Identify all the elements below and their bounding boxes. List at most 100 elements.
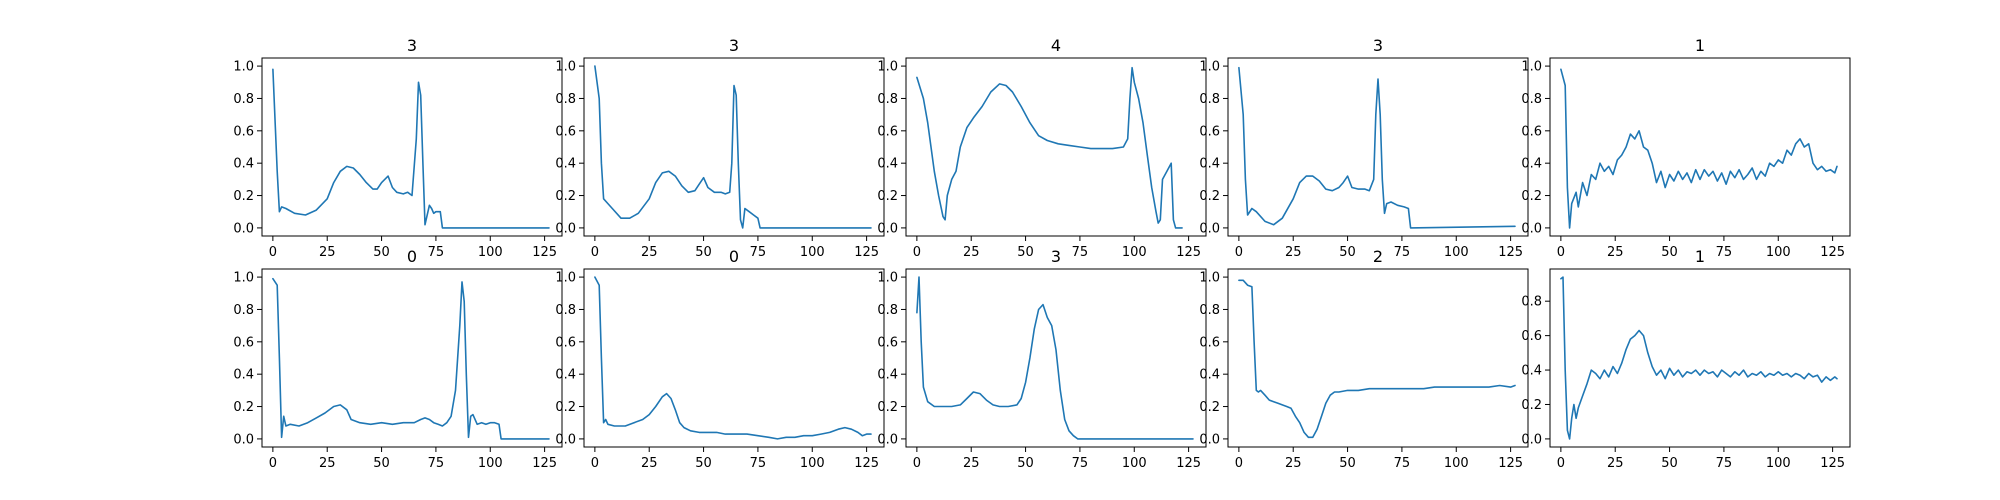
x-tick-label: 75	[428, 456, 445, 471]
y-tick-label: 1.0	[555, 271, 576, 286]
y-tick-label: 0.8	[1199, 92, 1220, 107]
series-line	[594, 276, 872, 440]
y-tick-label: 0.6	[1199, 124, 1220, 139]
x-tick-label: 100	[800, 245, 825, 260]
x-tick-label: 75	[1716, 245, 1733, 260]
x-tick-label: 50	[373, 456, 390, 471]
y-tick-label: 0.2	[555, 400, 576, 415]
chart-title: 4	[1051, 36, 1061, 55]
y-tick-label: 0.6	[1521, 124, 1542, 139]
y-tick-label: 0.6	[877, 124, 898, 139]
y-tick-label: 0.4	[233, 368, 254, 383]
y-tick-label: 1.0	[1199, 271, 1220, 286]
x-tick-label: 50	[1339, 456, 1356, 471]
y-tick-label: 0.4	[1199, 157, 1220, 172]
series-line	[272, 277, 550, 440]
x-tick-label: 125	[854, 456, 879, 471]
chart-panel: 0 25 50 75 100 125 0.0 0.2 0.4 0.6 0.8 1.0 3	[1199, 36, 1529, 260]
y-tick-label: 0.8	[555, 92, 576, 107]
chart-title: 3	[729, 36, 739, 55]
series-line	[1238, 279, 1516, 439]
x-tick-label: 0	[1557, 456, 1565, 471]
y-tick-label: 0.2	[1521, 398, 1542, 413]
x-tick-label: 0	[591, 245, 599, 260]
y-tick-label: 0.2	[1199, 400, 1220, 415]
x-tick-label: 75	[1072, 245, 1089, 260]
y-tick-label: 0.2	[877, 189, 898, 204]
y-tick-label: 0.6	[877, 335, 898, 350]
x-tick-label: 25	[641, 245, 658, 260]
chart-title: 3	[407, 36, 417, 55]
x-tick-label: 0	[913, 456, 921, 471]
y-tick-label: 0.4	[1521, 157, 1542, 172]
y-tick-label: 0.6	[555, 124, 576, 139]
chart-panel: 0 25 50 75 100 125 0.0 0.2 0.4 0.6 0.8 1.0 0	[233, 247, 563, 471]
series-line	[916, 276, 1194, 440]
chart-panel: 0 25 50 75 100 125 0.0 0.2 0.4 0.6 0.8 1.0 2	[1199, 247, 1529, 471]
chart-panel: 0 25 50 75 100 125 0.0 0.2 0.4 0.6 0.8 1	[1521, 247, 1851, 471]
chart-title: 1	[1695, 36, 1705, 55]
series-line	[1238, 66, 1516, 229]
x-tick-label: 25	[1285, 456, 1302, 471]
y-tick-label: 0.2	[555, 189, 576, 204]
x-tick-label: 100	[1122, 245, 1147, 260]
x-tick-label: 0	[1235, 245, 1243, 260]
x-tick-label: 125	[532, 456, 557, 471]
y-tick-label: 1.0	[1199, 60, 1220, 75]
y-tick-label: 0.6	[233, 124, 254, 139]
plot-frame	[1549, 268, 1851, 448]
y-tick-label: 0.8	[877, 92, 898, 107]
x-tick-label: 25	[1607, 245, 1624, 260]
x-tick-label: 75	[1394, 245, 1411, 260]
x-tick-label: 25	[641, 456, 658, 471]
y-tick-label: 0.6	[233, 335, 254, 350]
x-tick-label: 75	[1072, 456, 1089, 471]
x-tick-label: 100	[1122, 456, 1147, 471]
y-tick-label: 0.8	[877, 303, 898, 318]
y-tick-label: 0.0	[1199, 432, 1220, 447]
y-tick-label: 0.4	[233, 157, 254, 172]
y-tick-label: 0.8	[233, 303, 254, 318]
x-tick-label: 25	[1285, 245, 1302, 260]
series-line	[916, 66, 1183, 229]
y-tick-label: 0.0	[233, 221, 254, 236]
x-tick-label: 100	[1444, 245, 1469, 260]
y-tick-label: 0.0	[1199, 221, 1220, 236]
x-tick-label: 75	[1394, 456, 1411, 471]
x-tick-label: 75	[750, 456, 767, 471]
x-tick-label: 75	[750, 245, 767, 260]
x-tick-label: 0	[591, 456, 599, 471]
y-tick-label: 0.4	[877, 368, 898, 383]
y-tick-label: 0.2	[1521, 189, 1542, 204]
y-tick-label: 0.2	[877, 400, 898, 415]
x-tick-label: 50	[695, 245, 712, 260]
y-tick-label: 1.0	[233, 60, 254, 75]
chart-panel: 0 25 50 75 100 125 0.0 0.2 0.4 0.6 0.8 1.0 1	[1521, 36, 1851, 260]
y-tick-label: 0.0	[877, 432, 898, 447]
y-tick-label: 1.0	[877, 271, 898, 286]
y-tick-label: 0.8	[1521, 295, 1542, 310]
x-tick-label: 50	[1017, 245, 1034, 260]
y-tick-label: 0.6	[1199, 335, 1220, 350]
y-tick-label: 0.8	[1521, 92, 1542, 107]
plot-frame	[1549, 57, 1851, 237]
y-tick-label: 0.8	[1199, 303, 1220, 318]
x-tick-label: 125	[1820, 456, 1845, 471]
x-tick-label: 50	[373, 245, 390, 260]
plot-frame	[905, 268, 1207, 448]
chart-title: 1	[1695, 247, 1705, 266]
x-tick-label: 50	[1339, 245, 1356, 260]
plot-frame	[261, 57, 563, 237]
x-tick-label: 100	[478, 245, 503, 260]
x-tick-label: 50	[1661, 245, 1678, 260]
chart-title: 0	[729, 247, 739, 266]
x-tick-label: 100	[1766, 456, 1791, 471]
series-line	[1560, 68, 1838, 229]
x-tick-label: 75	[1716, 456, 1733, 471]
y-tick-label: 1.0	[877, 60, 898, 75]
x-tick-label: 125	[532, 245, 557, 260]
chart-panel: 0 25 50 75 100 125 0.0 0.2 0.4 0.6 0.8 1.0 4	[877, 36, 1207, 260]
y-tick-label: 1.0	[233, 271, 254, 286]
y-tick-label: 0.8	[233, 92, 254, 107]
